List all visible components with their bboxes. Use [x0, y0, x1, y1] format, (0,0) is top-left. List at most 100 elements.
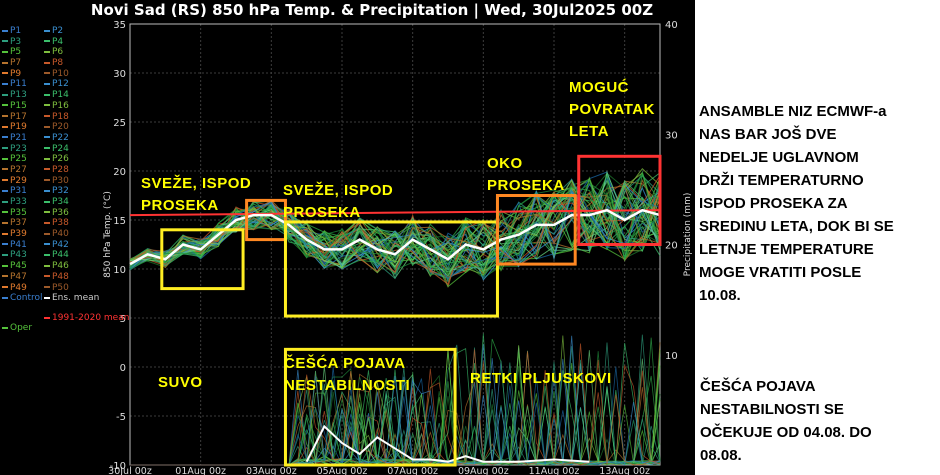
legend-swatch	[2, 211, 8, 214]
legend-label: P45	[10, 261, 27, 272]
legend-row: P9 P10	[2, 69, 107, 80]
chart-panel: Novi Sad (RS) 850 hPa Temp. & Precipitat…	[0, 0, 695, 475]
legend-label: P9	[10, 68, 22, 79]
legend-row: P17 P18	[2, 112, 107, 123]
legend-label: P30	[52, 175, 69, 186]
legend-row: P13 P14	[2, 90, 107, 101]
y-tick-label: 30	[113, 69, 126, 80]
legend-item: P8	[44, 58, 63, 68]
label-unstable: ČEŠĆA POJAVA NESTABILNOSTI	[284, 355, 411, 394]
legend-item: P26	[44, 154, 69, 164]
y-tick-label: -5	[116, 412, 126, 423]
legend-row: P29 P30	[2, 176, 107, 187]
box-svez2	[283, 220, 499, 318]
x-tick-label: 07Aug 00z	[387, 466, 438, 475]
legend-item: P43	[2, 250, 27, 260]
legend-label: P8	[52, 58, 64, 69]
legend-item: P40	[44, 229, 69, 239]
legend-label: P39	[10, 229, 27, 240]
legend-item: P45	[2, 261, 27, 271]
legend-label: P11	[10, 79, 27, 90]
legend-swatch	[44, 40, 50, 43]
legend-swatch	[2, 275, 8, 278]
precip-mean-line	[305, 424, 590, 463]
label-box3: SVEŽE, ISPOD PROSEKA	[283, 182, 394, 221]
legend-swatch	[2, 72, 8, 75]
box-leta	[577, 154, 662, 246]
legend-swatch	[2, 189, 8, 192]
legend-swatch	[2, 61, 8, 64]
legend-label: P16	[52, 100, 69, 111]
legend-item: P15	[2, 101, 27, 111]
legend-swatch	[44, 275, 50, 278]
legend-item: P48	[44, 272, 69, 282]
chart-svg: Novi Sad (RS) 850 hPa Temp. & Precipitat…	[91, 1, 693, 475]
legend-swatch	[2, 296, 8, 299]
legend-label: P10	[52, 68, 69, 79]
legend-label: P4	[52, 36, 64, 47]
legend-item: P41	[2, 240, 27, 250]
legend-label: P3	[10, 36, 22, 47]
legend-swatch	[44, 243, 50, 246]
y2-tick-label: 10	[665, 351, 678, 362]
legend-swatch	[2, 253, 8, 256]
legend-swatch	[2, 136, 8, 139]
legend-item: Oper	[2, 323, 32, 333]
legend-swatch	[2, 232, 8, 235]
legend-label: P17	[10, 111, 27, 122]
legend-item: P38	[44, 218, 69, 228]
legend-swatch	[2, 157, 8, 160]
legend-swatch	[44, 168, 50, 171]
legend-item: P39	[2, 229, 27, 239]
legend-label: P7	[10, 58, 22, 69]
legend-swatch	[2, 179, 8, 182]
legend-label: P29	[10, 175, 27, 186]
legend-swatch	[44, 115, 50, 117]
legend-label: P1	[10, 26, 22, 36]
legend-item: P29	[2, 176, 27, 186]
legend-label: P49	[10, 282, 27, 293]
legend-item: P24	[44, 144, 69, 154]
label-box4: OKO PROSEKA	[487, 155, 565, 194]
legend-row: P45 P46	[2, 261, 107, 272]
y-tick-label: -10	[110, 461, 126, 472]
legend-item: P16	[44, 101, 69, 111]
instability-note: ČEŠĆA POJAVA NESTABILNOSTI SE OČEKUJE OD…	[700, 378, 872, 464]
x-tick-label: 05Aug 00z	[317, 466, 368, 475]
legend-swatch	[44, 50, 50, 53]
y-axis-label: 850 hPa Temp. (°C)	[103, 191, 113, 278]
ensemble-mean-line	[129, 208, 661, 266]
legend-swatch	[44, 29, 50, 32]
legend-label: P24	[52, 143, 69, 154]
legend-swatch	[44, 232, 50, 235]
legend-label: P34	[52, 197, 69, 207]
legend-row: P3 P4	[2, 37, 107, 48]
legend-swatch	[44, 286, 50, 288]
legend-item: P46	[44, 261, 69, 271]
legend-item: P12	[44, 79, 69, 89]
legend-label: P31	[10, 186, 27, 197]
legend-label: P14	[52, 90, 69, 101]
legend-row: P35 P36	[2, 208, 107, 219]
legend-item: P7	[2, 58, 21, 68]
legend-label: P47	[10, 271, 27, 282]
legend-swatch	[2, 93, 8, 96]
y-tick-label: 5	[120, 314, 126, 325]
legend-label: P37	[10, 218, 27, 229]
legend-item: P31	[2, 186, 27, 196]
legend-item: P37	[2, 218, 27, 228]
legend-row: P43 P44	[2, 250, 107, 261]
legend-item: P5	[2, 47, 21, 57]
legend-swatch	[44, 72, 50, 75]
legend-swatch	[2, 125, 8, 128]
label-box5: MOGUĆ POVRATAK LETA	[569, 79, 655, 140]
legend-item: P22	[44, 133, 69, 143]
legend-item: P49	[2, 283, 27, 293]
legend-label: Ens. mean	[52, 293, 100, 304]
legend-swatch	[2, 115, 8, 117]
legend-row: P25 P26	[2, 154, 107, 165]
legend-item: P4	[44, 37, 63, 47]
legend-label: Oper	[10, 323, 33, 334]
legend-swatch	[44, 296, 50, 299]
legend-item: P18	[44, 112, 69, 122]
